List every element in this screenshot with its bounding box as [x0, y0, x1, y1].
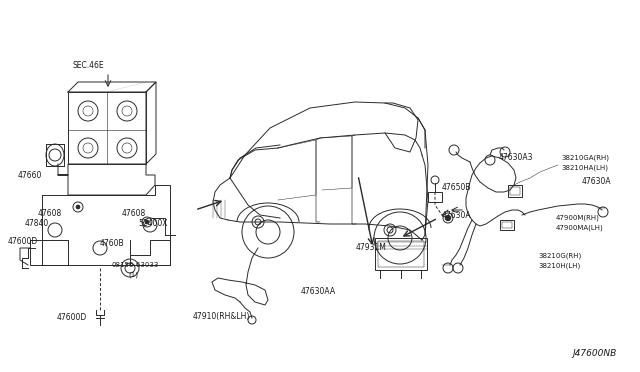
- Text: 4760B: 4760B: [100, 238, 125, 247]
- Text: 38210H(LH): 38210H(LH): [538, 263, 580, 269]
- Bar: [508, 185, 522, 197]
- Text: 47630A: 47630A: [582, 177, 612, 186]
- Bar: [68, 92, 146, 164]
- Text: 47600D: 47600D: [57, 314, 87, 323]
- Text: (1): (1): [128, 272, 138, 278]
- Text: 52400X: 52400X: [138, 218, 168, 228]
- Text: 47910(RH&LH): 47910(RH&LH): [193, 311, 250, 321]
- Text: 47600D: 47600D: [8, 237, 38, 246]
- Text: 47630A3: 47630A3: [499, 154, 534, 163]
- Text: 47900M(RH): 47900M(RH): [556, 215, 600, 221]
- Text: SEC.46E: SEC.46E: [72, 61, 104, 71]
- Bar: [500, 220, 514, 230]
- Text: 08156-63033: 08156-63033: [112, 262, 159, 268]
- Text: 47840: 47840: [25, 218, 49, 228]
- Circle shape: [445, 215, 451, 221]
- Text: 38210GA(RH): 38210GA(RH): [561, 155, 609, 161]
- Text: 47650B: 47650B: [442, 183, 472, 192]
- Text: 47608: 47608: [122, 208, 147, 218]
- Circle shape: [76, 205, 80, 209]
- Text: 47900MA(LH): 47900MA(LH): [556, 225, 604, 231]
- Bar: [510, 187, 520, 195]
- Text: 47630A: 47630A: [442, 211, 472, 219]
- Text: 47630AA: 47630AA: [300, 288, 335, 296]
- Text: J47600NB: J47600NB: [572, 349, 616, 357]
- Text: 47660: 47660: [18, 171, 42, 180]
- Text: 47931M: 47931M: [355, 243, 386, 251]
- Bar: [375, 238, 427, 270]
- Bar: [428, 192, 442, 202]
- Text: 38210HA(LH): 38210HA(LH): [561, 165, 608, 171]
- Bar: [378, 241, 424, 267]
- Text: 38210G(RH): 38210G(RH): [538, 253, 581, 259]
- Circle shape: [145, 220, 149, 224]
- Bar: [502, 222, 512, 228]
- Text: 47608: 47608: [38, 208, 62, 218]
